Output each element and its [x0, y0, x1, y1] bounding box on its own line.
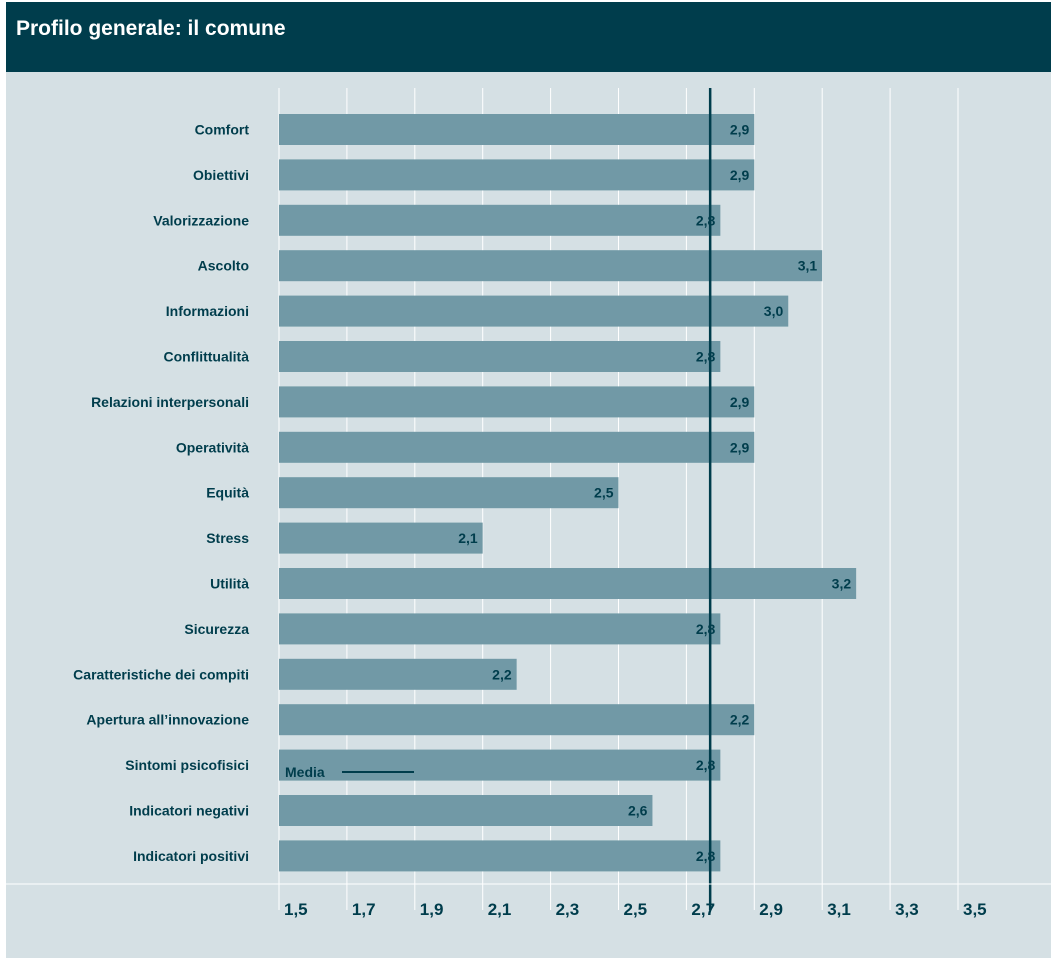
value-label: 3,2	[832, 576, 852, 592]
x-tick-label: 2,5	[624, 900, 648, 919]
value-label: 2,2	[730, 712, 750, 728]
bar	[279, 250, 823, 282]
x-tick-label: 3,1	[827, 900, 851, 919]
category-label: Valorizzazione	[153, 212, 249, 228]
category-label: Relazioni interpersonali	[91, 394, 249, 410]
bar	[279, 204, 721, 236]
category-label: Utilità	[210, 576, 249, 592]
category-label: Operatività	[176, 439, 249, 455]
category-label: Ascolto	[198, 258, 249, 274]
value-label: 2,1	[458, 530, 478, 546]
bar	[279, 613, 721, 645]
x-tick-label: 3,3	[895, 900, 919, 919]
bar	[279, 568, 857, 599]
value-label: 2,9	[730, 167, 750, 183]
category-label: Caratteristiche dei compiti	[73, 666, 249, 682]
x-tick-labels: 1,5 1,7 1,9 2,1 2,3 2,5 2,7 2,9 3,1 3,3 3,5	[284, 900, 987, 919]
bars-group	[279, 114, 857, 872]
value-label: 2,8	[696, 212, 716, 228]
bar	[279, 386, 755, 418]
bar	[279, 795, 653, 826]
category-label: Indicatori positivi	[133, 848, 249, 864]
legend: Media	[285, 764, 414, 780]
bar	[279, 114, 755, 145]
bar	[279, 477, 619, 509]
bar	[279, 295, 789, 327]
category-label: Equità	[206, 485, 249, 501]
chart-header: Profilo generale: il comune	[6, 2, 1051, 72]
category-labels: Comfort Obiettivi Valorizzazione Ascolto Inf…	[73, 122, 249, 864]
x-tick-label: 1,7	[352, 900, 376, 919]
value-label: 2,2	[492, 666, 512, 682]
bar	[279, 704, 755, 736]
value-label: 3,1	[798, 258, 818, 274]
category-label: Sintomi psicofisici	[125, 757, 249, 773]
value-label: 2,8	[696, 349, 716, 365]
value-label: 2,9	[730, 122, 750, 138]
value-label: 3,0	[764, 303, 784, 319]
bar	[279, 522, 483, 554]
x-tick-label: 2,1	[488, 900, 512, 919]
category-label: Informazioni	[166, 303, 249, 319]
value-label: 2,9	[730, 439, 750, 455]
x-tick-label: 2,9	[759, 900, 783, 919]
x-tick-label: 3,5	[963, 900, 987, 919]
value-label: 2,8	[696, 757, 716, 773]
category-label: Stress	[206, 530, 249, 546]
value-labels: 2,9 2,9 2,8 3,1 3,0 2,8 2,9 2,9 2,5 2,1 3,2 2,8 2,2 2…	[458, 122, 851, 864]
category-label: Obiettivi	[193, 167, 249, 183]
x-tick-label: 2,7	[691, 900, 715, 919]
category-label: Conflittualità	[163, 349, 249, 365]
bar	[279, 431, 755, 463]
value-label: 2,9	[730, 394, 750, 410]
value-label: 2,5	[594, 485, 614, 501]
value-label: 2,8	[696, 621, 716, 637]
chart-title: Profilo generale: il comune	[16, 17, 286, 40]
bar	[279, 159, 755, 191]
category-label: Comfort	[195, 122, 250, 138]
category-label: Indicatori negativi	[129, 803, 249, 819]
x-tick-label: 1,9	[420, 900, 444, 919]
value-label: 2,6	[628, 803, 648, 819]
legend-label: Media	[285, 764, 325, 780]
category-label: Sicurezza	[184, 621, 249, 637]
chart-panel: Profilo generale: il comune Comfort Obiet…	[6, 2, 1051, 958]
x-tick-label: 2,3	[556, 900, 580, 919]
bar	[279, 749, 721, 781]
x-tick-label: 1,5	[284, 900, 308, 919]
bar	[279, 840, 721, 872]
bar	[279, 658, 517, 690]
bar-chart: Comfort Obiettivi Valorizzazione Ascolto Inf…	[6, 88, 1051, 919]
value-label: 2,8	[696, 848, 716, 864]
bar	[279, 341, 721, 372]
category-label: Apertura all’innovazione	[86, 712, 249, 728]
